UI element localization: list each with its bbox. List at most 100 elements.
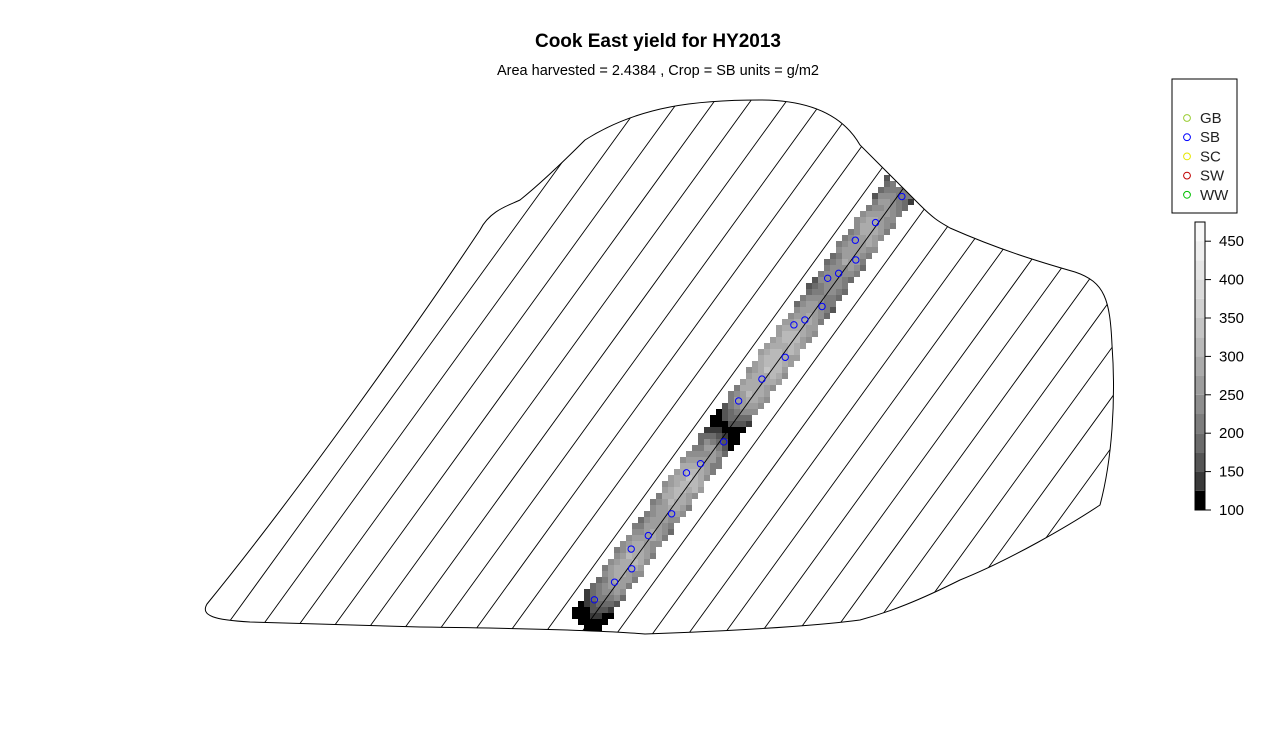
raster-cell [578, 601, 584, 607]
raster-cell [758, 367, 764, 373]
raster-cell [722, 445, 728, 451]
raster-cell [692, 487, 698, 493]
raster-cell [812, 331, 818, 337]
raster-cell [728, 427, 734, 433]
raster-cell [674, 469, 680, 475]
crop-legend: GB SB SC SW WW [1171, 78, 1238, 214]
raster-cell [752, 391, 758, 397]
raster-cell [896, 211, 902, 217]
hatch-line [287, 100, 687, 634]
raster-cell [620, 547, 626, 553]
raster-cell [812, 277, 818, 283]
raster-cell [632, 571, 638, 577]
sample-point [590, 596, 599, 604]
raster-cell [752, 403, 758, 409]
raster-cell [722, 439, 728, 445]
raster-cell [890, 181, 896, 187]
raster-cell [806, 313, 812, 319]
raster-cell [830, 253, 836, 259]
raster-cell [740, 427, 746, 433]
raster-cell [794, 319, 800, 325]
raster-cell [806, 325, 812, 331]
raster-cell [662, 529, 668, 535]
raster-cell [788, 355, 794, 361]
raster-cell [716, 463, 722, 469]
raster-cell [806, 295, 812, 301]
raster-cell [782, 331, 788, 337]
raster-cell [836, 289, 842, 295]
raster-cell [842, 277, 848, 283]
raster-cell [602, 595, 608, 601]
raster-cell [806, 307, 812, 313]
raster-cell [704, 457, 710, 463]
raster-cell [830, 307, 836, 313]
raster-cell [662, 499, 668, 505]
colorbar-tick-label: 200 [1219, 425, 1244, 442]
raster-cell [662, 481, 668, 487]
raster-cell [866, 205, 872, 211]
raster-cell [704, 463, 710, 469]
raster-cell [626, 547, 632, 553]
raster-cell [674, 499, 680, 505]
raster-cell [812, 325, 818, 331]
raster-cell [728, 403, 734, 409]
raster-cell [710, 457, 716, 463]
raster-cell [752, 385, 758, 391]
raster-cell [596, 601, 602, 607]
raster-cell [884, 187, 890, 193]
raster-cell [854, 271, 860, 277]
raster-cell [722, 451, 728, 457]
raster-cell [860, 253, 866, 259]
raster-cell [734, 409, 740, 415]
raster-cell [734, 439, 740, 445]
raster-cell [896, 205, 902, 211]
raster-cell [770, 337, 776, 343]
raster-cell [668, 517, 674, 523]
raster-cell [854, 235, 860, 241]
raster-cell [620, 541, 626, 547]
raster-cell [692, 469, 698, 475]
raster-cell [734, 385, 740, 391]
raster-cell [890, 205, 896, 211]
raster-cell [878, 211, 884, 217]
raster-cell [884, 229, 890, 235]
raster-cell [602, 577, 608, 583]
raster-cell [602, 583, 608, 589]
sample-point [851, 236, 860, 244]
raster-cell [710, 439, 716, 445]
raster-cell [812, 313, 818, 319]
raster-cell [812, 319, 818, 325]
raster-cell [824, 277, 830, 283]
raster-cell [608, 559, 614, 565]
raster-cell [740, 403, 746, 409]
raster-cell [584, 625, 590, 631]
raster-cell [752, 379, 758, 385]
raster-cell [794, 349, 800, 355]
raster-cell [632, 547, 638, 553]
raster-cell [584, 613, 590, 619]
raster-cell [884, 217, 890, 223]
raster-cell [716, 409, 722, 415]
colorbar-cell [1195, 260, 1205, 280]
raster-cell [722, 421, 728, 427]
raster-cell [680, 511, 686, 517]
raster-cell [644, 511, 650, 517]
legend-marker-sw [1183, 171, 1191, 180]
raster-cell [752, 397, 758, 403]
raster-cell [746, 409, 752, 415]
raster-cell [698, 481, 704, 487]
raster-cell [740, 391, 746, 397]
sample-point [852, 256, 860, 264]
raster-cell [626, 577, 632, 583]
raster-cell [842, 283, 848, 289]
raster-cell [842, 247, 848, 253]
colorbar-cell [1195, 337, 1205, 357]
raster-cell [824, 313, 830, 319]
raster-cell [602, 613, 608, 619]
raster-cell [608, 595, 614, 601]
raster-cell [800, 331, 806, 337]
raster-cell [620, 559, 626, 565]
legend-label-gb: GB [1200, 110, 1222, 127]
raster-cell [818, 283, 824, 289]
raster-cell [644, 553, 650, 559]
